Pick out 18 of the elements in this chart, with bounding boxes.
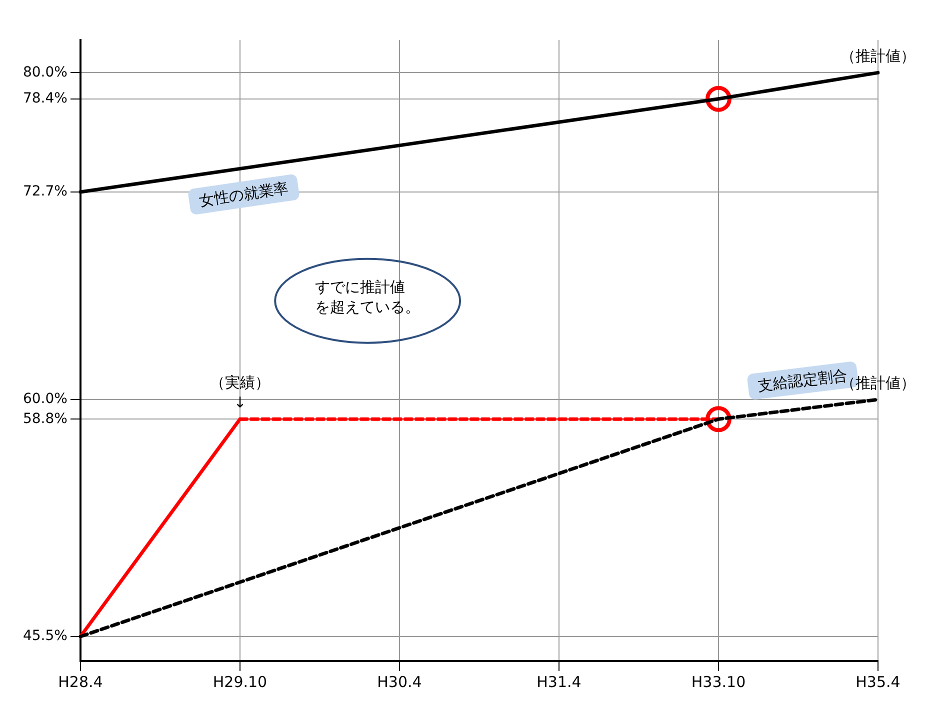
y-tick-label: 45.5% xyxy=(22,628,68,644)
annotation: すでに推計値を超えている。 xyxy=(315,278,420,316)
y-tick-label: 58.8% xyxy=(22,410,68,427)
annotation: （推計値） xyxy=(840,47,916,66)
x-tick-label: H31.4 xyxy=(536,672,582,691)
y-tick-label: 60.0% xyxy=(22,391,68,408)
y-tick-label: 78.4% xyxy=(22,90,68,106)
x-tick-label: H30.4 xyxy=(377,672,422,691)
text: 支給認定割合 xyxy=(757,366,849,395)
y-tick-label: 80.0% xyxy=(22,64,68,80)
annotation: （実績） xyxy=(210,374,270,392)
annotation: ↓ xyxy=(234,394,246,412)
text: 女性の就業率 xyxy=(198,178,290,210)
x-tick-label: H29.10 xyxy=(212,672,268,691)
x-tick-label: H28.4 xyxy=(58,672,103,691)
x-tick-label: H33.10 xyxy=(691,672,746,691)
y-tick-label: 72.7% xyxy=(22,184,68,200)
x-tick-label: H35.4 xyxy=(856,672,900,691)
